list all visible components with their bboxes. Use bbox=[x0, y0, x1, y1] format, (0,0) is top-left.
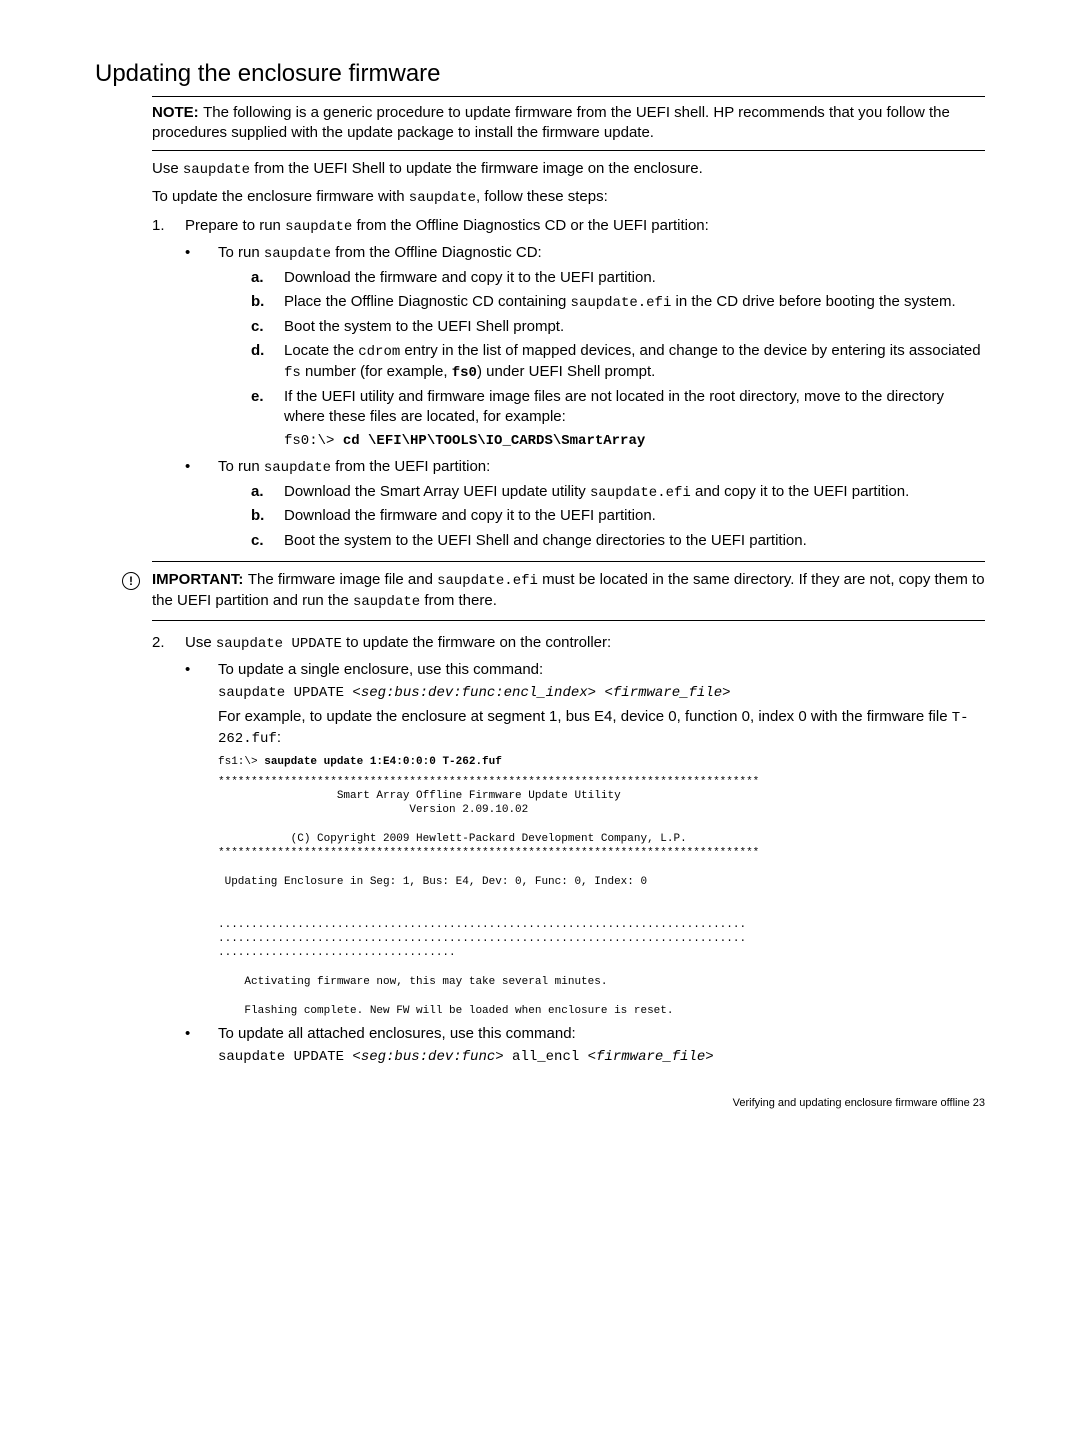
step-2: 2. Use saupdate UPDATE to update the fir… bbox=[152, 633, 985, 654]
bullet-dot: • bbox=[185, 660, 218, 1018]
bullet-3: • To update a single enclosure, use this… bbox=[185, 660, 985, 1018]
bullet-1: • To run saupdate from the Offline Diagn… bbox=[185, 243, 985, 450]
para2-a: To update the enclosure firmware with bbox=[152, 188, 409, 205]
output-cmd-line: fs1:\> saupdate update 1:E4:0:0:0 T-262.… bbox=[218, 755, 985, 769]
alpha-list-1: a. Download the firmware and copy it to … bbox=[251, 268, 985, 451]
note-text: The following is a generic procedure to … bbox=[152, 104, 950, 141]
alpha-b: b. Place the Offline Diagnostic CD conta… bbox=[251, 292, 985, 313]
page-footer: Verifying and updating enclosure firmwar… bbox=[95, 1097, 985, 1109]
bullet-4: • To update all attached enclosures, use… bbox=[185, 1024, 985, 1067]
note-label: NOTE: bbox=[152, 104, 199, 121]
bullet-1-content: To run saupdate from the Offline Diagnos… bbox=[218, 243, 985, 450]
alpha-list-2: a. Download the Smart Array UEFI update … bbox=[251, 482, 985, 551]
alpha-d: d. Locate the cdrom entry in the list of… bbox=[251, 341, 985, 383]
hr-bottom-note bbox=[152, 150, 985, 151]
bullet-list-2: • To update a single enclosure, use this… bbox=[185, 660, 985, 1067]
step-2-wrap: 2. Use saupdate UPDATE to update the fir… bbox=[152, 633, 985, 654]
para2-cmd: saupdate bbox=[409, 190, 476, 206]
para1-b: from the UEFI Shell to update the firmwa… bbox=[250, 160, 703, 177]
code-update-all: saupdate UPDATE <seg:bus:dev:func> all_e… bbox=[218, 1048, 985, 1067]
para1-a: Use bbox=[152, 160, 183, 177]
step-2-num: 2. bbox=[152, 633, 185, 654]
code-update-single: saupdate UPDATE <seg:bus:dev:func:encl_i… bbox=[218, 684, 985, 703]
bullet-2: • To run saupdate from the UEFI partitio… bbox=[185, 457, 985, 551]
step-2-text: Use saupdate UPDATE to update the firmwa… bbox=[185, 633, 611, 654]
bullet-4-content: To update all attached enclosures, use t… bbox=[218, 1024, 985, 1067]
section-heading: Updating the enclosure firmware bbox=[95, 60, 985, 88]
bullet-dot: • bbox=[185, 1024, 218, 1067]
alpha-a: a. Download the firmware and copy it to … bbox=[251, 268, 985, 288]
para2-b: , follow these steps: bbox=[476, 188, 608, 205]
important-icon: ! bbox=[122, 572, 140, 590]
bullet-list-1: • To run saupdate from the Offline Diagn… bbox=[185, 243, 985, 551]
alpha2-c: c. Boot the system to the UEFI Shell and… bbox=[251, 531, 985, 551]
para-2: To update the enclosure firmware with sa… bbox=[152, 187, 985, 208]
bullet-dot: • bbox=[185, 243, 218, 450]
para-1: Use saupdate from the UEFI Shell to upda… bbox=[152, 159, 985, 180]
code-line-1: fs0:\> cd \EFI\HP\TOOLS\IO_CARDS\SmartAr… bbox=[284, 432, 985, 451]
output-body: ****************************************… bbox=[218, 775, 985, 1018]
alpha2-a: a. Download the Smart Array UEFI update … bbox=[251, 482, 985, 503]
bullet-3-content: To update a single enclosure, use this c… bbox=[218, 660, 985, 1018]
alpha-c: c. Boot the system to the UEFI Shell pro… bbox=[251, 317, 985, 337]
example-para: For example, to update the enclosure at … bbox=[218, 707, 985, 749]
step-list: 1. Prepare to run saupdate from the Offl… bbox=[152, 216, 985, 237]
important-block: ! IMPORTANT: The firmware image file and… bbox=[152, 562, 985, 620]
step-1-text: Prepare to run saupdate from the Offline… bbox=[185, 216, 709, 237]
important-label: IMPORTANT: bbox=[152, 571, 243, 588]
hr-imp-bottom bbox=[152, 620, 985, 621]
step-1: 1. Prepare to run saupdate from the Offl… bbox=[152, 216, 985, 237]
alpha2-b: b. Download the firmware and copy it to … bbox=[251, 506, 985, 526]
bullet-dot: • bbox=[185, 457, 218, 551]
bullet-2-content: To run saupdate from the UEFI partition:… bbox=[218, 457, 985, 551]
step-1-num: 1. bbox=[152, 216, 185, 237]
alpha-e: e. If the UEFI utility and firmware imag… bbox=[251, 387, 985, 450]
para1-cmd: saupdate bbox=[183, 162, 250, 178]
note-block: NOTE: The following is a generic procedu… bbox=[152, 97, 985, 150]
